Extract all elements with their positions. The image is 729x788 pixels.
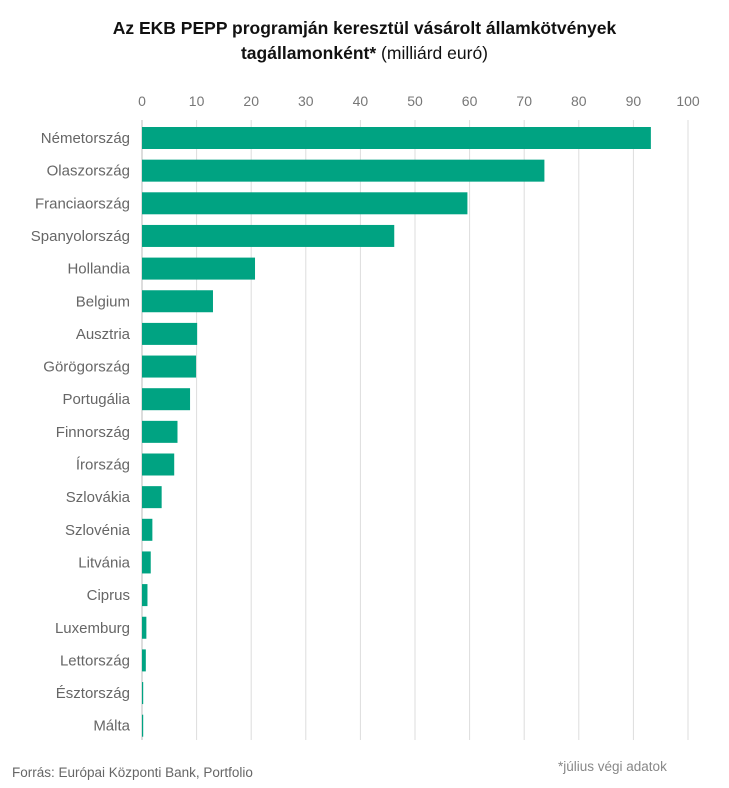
- category-label: Észtország: [56, 685, 130, 702]
- category-label: Szlovénia: [65, 522, 131, 539]
- bar: [142, 388, 191, 411]
- category-label: Írország: [76, 457, 130, 474]
- category-label: Szlovákia: [66, 489, 131, 506]
- bar: [142, 616, 147, 639]
- chart-title-line1: Az EKB PEPP programján keresztül vásárol…: [112, 18, 617, 38]
- bar: [142, 551, 151, 574]
- chart-title: Az EKB PEPP programján keresztül vásárol…: [0, 16, 729, 66]
- category-label: Olaszország: [47, 163, 130, 180]
- bar: [142, 518, 153, 541]
- x-tick-label: 30: [298, 93, 314, 109]
- category-label: Málta: [93, 718, 130, 735]
- x-tick-label: 0: [138, 93, 146, 109]
- category-label: Spanyolország: [31, 228, 130, 245]
- x-tick-label: 40: [353, 93, 369, 109]
- category-label: Hollandia: [67, 261, 130, 278]
- category-label: Portugália: [62, 391, 130, 408]
- bars: [142, 127, 651, 737]
- bar: [142, 649, 146, 672]
- category-label: Ciprus: [87, 587, 130, 604]
- x-tick-label: 50: [407, 93, 423, 109]
- category-label: Görögország: [43, 359, 130, 376]
- x-tick-label: 60: [462, 93, 478, 109]
- bar: [142, 192, 468, 215]
- category-label: Finnország: [56, 424, 130, 441]
- chart-title-line2-rest: (milliárd euró): [376, 43, 488, 63]
- x-tick-labels: 0 10 20 30 40 50 60 70 80 90 100: [138, 93, 700, 109]
- category-label: Franciaország: [35, 195, 130, 212]
- chart-title-line2: tagállamonként* (milliárd euró): [0, 41, 729, 66]
- bar: [142, 159, 545, 182]
- bar: [142, 453, 175, 476]
- category-label: Lettország: [60, 652, 130, 669]
- chart-title-line2-bold: tagállamonként*: [240, 43, 377, 63]
- bar: [142, 486, 162, 509]
- source-note: Forrás: Európai Központi Bank, Portfolio: [12, 765, 253, 780]
- grid-lines: [141, 120, 689, 740]
- bar: [142, 257, 256, 280]
- category-label: Litvánia: [78, 554, 130, 571]
- x-tick-label: 70: [516, 93, 532, 109]
- bar: [142, 355, 197, 378]
- category-label: Belgium: [76, 293, 130, 310]
- category-label: Luxemburg: [55, 620, 130, 637]
- bar: [142, 224, 395, 247]
- category-labels: Németország Olaszország Franciaország Spany…: [31, 130, 131, 735]
- x-tick-label: 10: [189, 93, 205, 109]
- category-label: Ausztria: [76, 326, 131, 343]
- bar: [142, 322, 198, 345]
- x-tick-label: 90: [626, 93, 642, 109]
- x-tick-label: 100: [676, 93, 700, 109]
- bar: [142, 682, 144, 705]
- bar: [142, 714, 144, 737]
- x-tick-label: 20: [243, 93, 259, 109]
- bar: [142, 290, 213, 313]
- bar: [142, 420, 178, 443]
- bar: [142, 127, 651, 149]
- footnote: *július végi adatok: [558, 759, 667, 774]
- bar: [142, 584, 148, 607]
- x-tick-label: 80: [571, 93, 587, 109]
- category-label: Németország: [41, 130, 130, 147]
- bar-chart: 0 10 20 30 40 50 60 70 80 90 100 Németország Olaszo…: [31, 93, 700, 740]
